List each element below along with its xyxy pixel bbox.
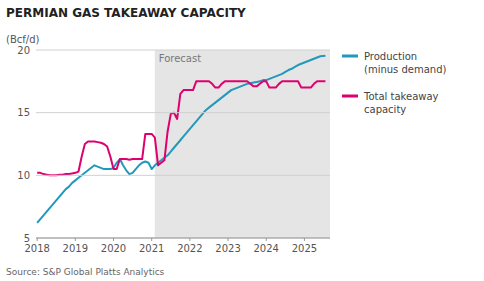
title: PERMIAN GAS TAKEAWAY CAPACITY: [6, 6, 246, 20]
x-tick-label: 2019: [63, 243, 88, 254]
x-tick: [266, 238, 267, 241]
forecast-shade: [155, 50, 330, 238]
grid-line: [36, 175, 330, 176]
x-tick: [75, 238, 76, 241]
grid-line: [36, 50, 330, 51]
legend-item: Production (minus demand): [342, 51, 447, 75]
x-tick-label: 2022: [177, 243, 202, 254]
legend-label-line: Total takeaway: [363, 91, 439, 102]
legend-label-line: capacity: [364, 104, 406, 115]
legend-label-line: Production: [364, 51, 417, 62]
legend-item: Total takeaway capacity: [342, 91, 439, 115]
y-tick-label: 5: [24, 233, 30, 244]
x-tick: [37, 238, 38, 241]
series-line: [37, 56, 325, 223]
forecast-label: Forecast: [159, 53, 201, 64]
x-tick-label: 2020: [101, 243, 126, 254]
x-tick: [304, 238, 305, 241]
y-tick-label: 20: [17, 45, 30, 56]
x-tick: [189, 238, 190, 241]
x-tick-label: 2024: [254, 243, 279, 254]
x-tick-label: 2023: [215, 243, 240, 254]
legend-label: Production (minus demand): [364, 51, 447, 75]
y-axis-label: (Bcf/d): [6, 34, 39, 45]
legend-label-line: (minus demand): [364, 64, 447, 75]
x-tick-label: 2021: [139, 243, 164, 254]
y-tick-label: 15: [17, 107, 30, 118]
x-tick-label: 2018: [24, 243, 49, 254]
legend-swatch: [342, 95, 358, 98]
legend-label: Total takeaway capacity: [363, 91, 439, 115]
source: Source: S&P Global Platts Analytics: [6, 267, 165, 277]
chart: PERMIAN GAS TAKEAWAY CAPACITY 5 10 15 20 2018…: [0, 0, 484, 281]
x-axis-line: [36, 238, 330, 239]
x-tick-label: 2025: [292, 243, 317, 254]
y-tick-label: 10: [17, 170, 30, 181]
grid-line: [36, 238, 330, 239]
legend-swatch: [342, 55, 358, 58]
plot-area: [37, 50, 330, 238]
grid-line: [36, 112, 330, 113]
series-line: [37, 81, 325, 175]
x-tick: [151, 238, 152, 241]
x-tick: [113, 238, 114, 241]
x-tick: [228, 238, 229, 241]
